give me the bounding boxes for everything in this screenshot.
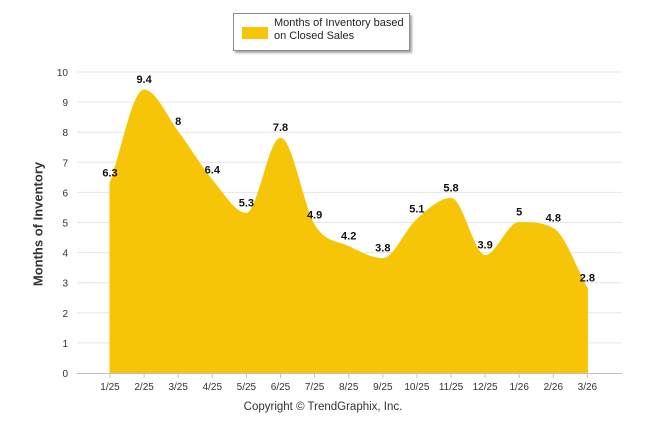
x-tick-label: 12/25 <box>473 382 498 393</box>
legend-swatch <box>242 27 268 39</box>
y-tick-label: 7 <box>62 158 68 169</box>
data-label: 9.4 <box>136 74 152 86</box>
x-tick-label: 10/25 <box>404 382 429 393</box>
y-axis-title: Months of Inventory <box>30 161 46 287</box>
x-tick-label: 9/25 <box>373 382 393 393</box>
y-axis-ticks: 0 1 2 3 4 5 6 7 8 9 10 <box>57 68 69 380</box>
x-tick-label: 4/25 <box>203 382 223 393</box>
data-label: 2.8 <box>580 273 595 285</box>
area-series-months-of-inventory <box>109 89 588 374</box>
data-label: 3.8 <box>375 243 390 255</box>
data-label: 5.1 <box>409 203 424 215</box>
y-tick-label: 8 <box>62 128 68 139</box>
data-label: 5.3 <box>239 197 254 209</box>
y-tick-label: 9 <box>62 98 68 109</box>
data-label: 7.8 <box>273 122 288 134</box>
y-tick-label: 2 <box>62 309 68 320</box>
x-axis-ticks: 1/25 2/25 3/25 4/25 5/25 6/25 7/25 8/25 9/25 10/2… <box>100 373 598 393</box>
data-label: 8 <box>175 116 181 128</box>
data-label: 5 <box>516 207 522 219</box>
y-tick-label: 3 <box>62 279 68 290</box>
x-tick-label: 5/25 <box>237 382 257 393</box>
data-label: 6.3 <box>102 167 117 179</box>
x-tick-label: 7/25 <box>305 382 325 393</box>
data-label: 5.8 <box>443 182 458 194</box>
x-tick-label: 1/25 <box>100 382 120 393</box>
legend[interactable]: Months of Inventory based on Closed Sale… <box>233 13 410 51</box>
x-tick-label: 3/25 <box>168 382 188 393</box>
x-tick-label: 1/26 <box>509 382 529 393</box>
x-tick-label: 2/25 <box>134 382 154 393</box>
data-label: 4.8 <box>546 213 561 225</box>
legend-label: Months of Inventory based on Closed Sale… <box>274 17 404 42</box>
x-tick-label: 6/25 <box>271 382 291 393</box>
y-tick-label: 4 <box>62 249 68 260</box>
data-label: 6.4 <box>205 164 221 176</box>
x-tick-label: 8/25 <box>339 382 359 393</box>
x-tick-label: 11/25 <box>439 382 464 393</box>
y-tick-label: 1 <box>62 339 68 350</box>
data-label: 4.9 <box>307 210 322 222</box>
data-label: 3.9 <box>477 240 492 252</box>
x-tick-label: 2/26 <box>544 382 564 393</box>
y-tick-label: 0 <box>62 369 68 380</box>
copyright-footer: Copyright © TrendGraphix, Inc. <box>243 401 403 413</box>
y-tick-label: 6 <box>62 188 68 199</box>
data-labels: 6.3 9.4 8 6.4 5.3 7.8 4.9 4.2 3.8 5.1 5.8 3.9 5 4.8 2.… <box>102 74 595 285</box>
data-label: 4.2 <box>341 231 356 243</box>
x-tick-label: 3/26 <box>578 382 598 393</box>
y-tick-label: 10 <box>57 68 69 79</box>
y-tick-label: 5 <box>62 219 68 230</box>
